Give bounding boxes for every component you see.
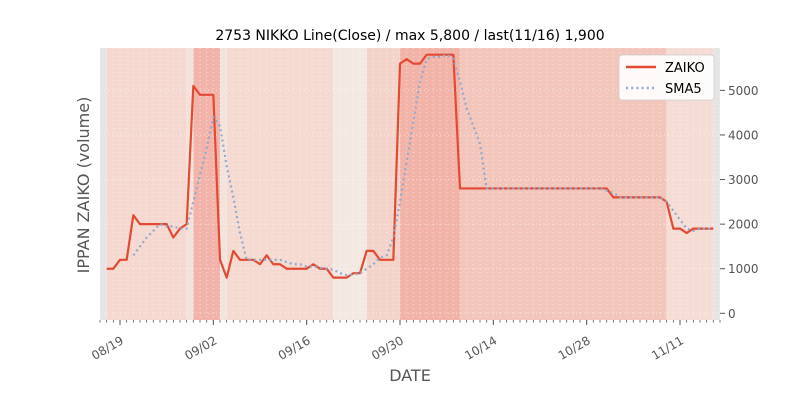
x-tick-label: 09/16 xyxy=(276,333,313,362)
x-tick-label: 09/02 xyxy=(182,333,219,362)
x-tick-label: 11/11 xyxy=(649,333,686,362)
series-line-sma5 xyxy=(132,53,714,277)
series-line-zaiko xyxy=(106,53,714,279)
background-band xyxy=(333,48,367,320)
x-axis-label: DATE xyxy=(389,366,431,385)
y-tick-label: 0 xyxy=(728,307,736,321)
x-tick-label: 10/14 xyxy=(462,333,499,362)
y-tick-label: 2000 xyxy=(728,218,759,232)
y-tick-label: 4000 xyxy=(728,128,759,142)
background-band xyxy=(713,48,720,320)
x-tick-label: 09/30 xyxy=(369,333,406,362)
legend: ZAIKO SMA5 xyxy=(618,54,715,101)
background-band xyxy=(220,48,227,320)
x-tick-label: 10/28 xyxy=(556,333,593,362)
series-layer xyxy=(106,53,714,279)
background-band xyxy=(366,48,400,320)
background-band xyxy=(100,48,107,320)
x-tick-label: 08/19 xyxy=(89,333,126,362)
background-band xyxy=(186,48,194,320)
legend-label-zaiko: ZAIKO xyxy=(665,61,705,76)
background-band xyxy=(400,48,460,320)
legend-label-sma5: SMA5 xyxy=(665,82,702,97)
y-tick-label: 5000 xyxy=(728,84,759,98)
y-tick-label: 3000 xyxy=(728,173,759,187)
y-axis-label: IPPAN ZAIKO (volume) xyxy=(74,97,93,274)
y-tick-label: 1000 xyxy=(728,262,759,276)
chart-title: 2753 NIKKO Line(Close) / max 5,800 / las… xyxy=(215,28,604,44)
